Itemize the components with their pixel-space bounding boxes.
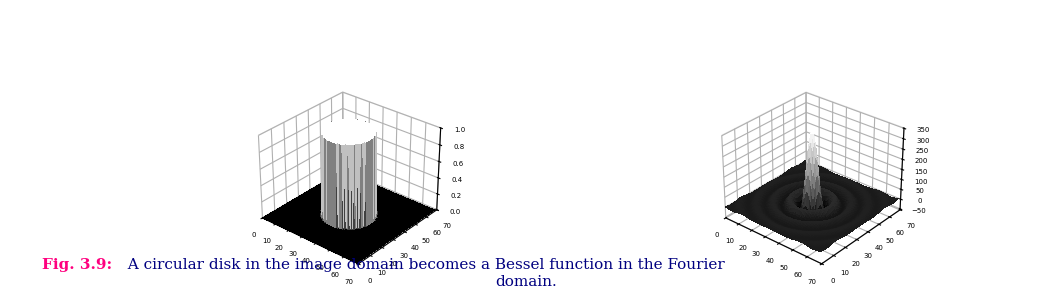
Text: Fig. 3.9:: Fig. 3.9: bbox=[42, 258, 113, 272]
Text: A circular disk in the image domain becomes a Bessel function in the Fourier: A circular disk in the image domain beco… bbox=[118, 258, 724, 272]
Text: domain.: domain. bbox=[496, 275, 557, 289]
